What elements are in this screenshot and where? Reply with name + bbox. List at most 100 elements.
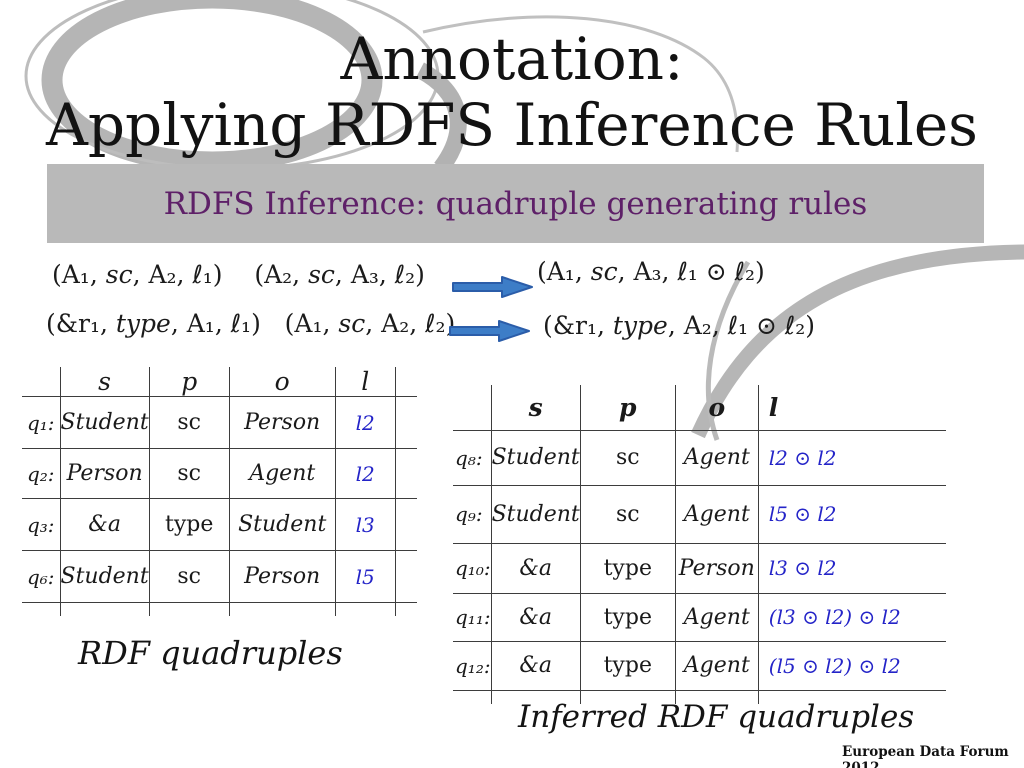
rule-text-segment: type [612,311,668,340]
cell-spacer [394,448,418,499]
cell-predicate: sc [148,396,230,449]
cell-object: Student [228,498,336,551]
rule-text-segment: (&r₁, [543,311,613,340]
rule-text-segment: , A₂, [667,311,728,340]
rule1-conclusion: (A₁, sc, A₃, ℓ₁ ⊙ ℓ₂) [537,254,765,290]
rule-text-segment: (A₁, [52,260,106,289]
cell-q-label: q₆: [22,550,60,603]
column-header-o: o [674,385,759,431]
blue-arrow-icon [452,276,533,298]
cell-subject: Student [490,430,581,486]
cell-predicate: sc [579,485,676,544]
cell-annotation: l2 ⊙ l2 [757,430,947,486]
inferred-rdf-quadruples-table: s p o l q₈: Student sc Agent l2 ⊙ l2 q₉:… [453,385,947,704]
rule-text-segment: , A₃, [334,260,395,289]
cell-object: Agent [674,430,759,486]
cell-spacer [394,396,418,449]
table-row: q₂: Person sc Agent l2 [22,448,418,499]
cell-object: Person [228,550,336,603]
right-table-caption: Inferred RDF quadruples [518,699,915,735]
column-header-p: p [148,367,230,397]
cell-object: Agent [674,485,759,544]
header-spacer-right [394,367,418,397]
cell-q-label: q₁₂: [453,641,492,691]
cell-q-label: q₃: [22,498,60,551]
column-header-l: l [334,367,396,397]
cell-annotation: (l5 ⊙ l2) ⊙ l2 [757,641,947,691]
column-header-l: l [757,385,947,431]
rule1-premises: (A₁, sc, A₂, ℓ₁) (A₂, sc, A₃, ℓ₂) [52,257,425,293]
rule-text-segment: sc [105,260,133,289]
rule2-premises: (&r₁, type, A₁, ℓ₁) (A₁, sc, A₂, ℓ₂) [46,306,455,342]
slide-title: Annotation: Applying RDFS Inference Rule… [0,26,1024,158]
cell-object: Agent [228,448,336,499]
rule-text-segment: ℓ₂) [394,260,425,289]
cell-subject: &a [59,498,150,551]
subtitle-banner: RDFS Inference: quadruple generating rul… [47,164,984,243]
blue-arrow-icon [449,320,530,342]
cell-q-label: q₈: [453,430,492,486]
cell-q-label: q₁₀: [453,543,492,594]
header-spacer [22,367,60,397]
cell-spacer [394,550,418,603]
column-header-s: s [490,385,581,431]
cell-annotation: l2 [334,396,396,449]
cell-annotation: l3 [334,498,396,551]
cell-q-label: q₂: [22,448,60,499]
table-row: q₁₀: &a type Person l3 ⊙ l2 [453,543,947,594]
cell-annotation: l2 [334,448,396,499]
cell-annotation: l5 [334,550,396,603]
cell-predicate: type [579,593,676,642]
rule-text-segment: type [115,309,171,338]
header-spacer [453,385,492,431]
cell-predicate: sc [148,448,230,499]
cell-q-label: q₁₁: [453,593,492,642]
rule-text-segment: (A₂, [222,260,309,289]
rule-text-segment: ℓ₁ ⊙ ℓ₂) [677,257,765,286]
table-row: q₁₂: &a type Agent (l5 ⊙ l2) ⊙ l2 [453,641,947,691]
rule-text-segment: sc [308,260,335,289]
rule-text-segment: (A₁, [537,257,591,286]
cell-annotation: (l3 ⊙ l2) ⊙ l2 [757,593,947,642]
header-row: s p o l [453,385,947,431]
rdf-quadruples-table: s p o l q₁: Student sc Person l2 q₂: Per… [22,367,418,616]
subtitle-text: RDFS Inference: quadruple generating rul… [163,185,868,222]
column-header-s: s [59,367,150,397]
title-line-2: Applying RDFS Inference Rules [46,91,978,159]
header-row: s p o l [22,367,418,397]
cell-predicate: sc [148,550,230,603]
cell-subject: Student [59,396,150,449]
cell-annotation: l5 ⊙ l2 [757,485,947,544]
cell-annotation: l3 ⊙ l2 [757,543,947,594]
table-rule-tails [453,690,947,704]
cell-predicate: type [579,543,676,594]
rule-text-segment: ℓ₁ ⊙ ℓ₂) [727,311,816,340]
cell-q-label: q₉: [453,485,492,544]
table-row: q₁: Student sc Person l2 [22,396,418,449]
cell-object: Person [228,396,336,449]
rule-text-segment: (A₁, [260,309,339,338]
rule-text-segment: , A₂, [365,309,426,338]
column-header-o: o [228,367,336,397]
cell-object: Agent [674,593,759,642]
table-rule-tails [22,602,418,616]
rule-text-segment: ℓ₁) [230,309,261,338]
cell-subject: Student [490,485,581,544]
rule-text-segment: (&r₁, [46,309,116,338]
cell-spacer [394,498,418,551]
cell-predicate: type [148,498,230,551]
table-row: q₈: Student sc Agent l2 ⊙ l2 [453,430,947,486]
cell-subject: &a [490,543,581,594]
cell-subject: Person [59,448,150,499]
rule2-conclusion: (&r₁, type, A₂, ℓ₁ ⊙ ℓ₂) [543,308,815,344]
table-row: q₉: Student sc Agent l5 ⊙ l2 [453,485,947,544]
rule-text-segment: sc [338,309,366,338]
title-line-1: Annotation: [340,25,684,93]
cell-q-label: q₁: [22,396,60,449]
rule-text-segment: , A₂, [132,260,193,289]
rule-text-segment: sc [590,257,618,286]
cell-predicate: sc [579,430,676,486]
cell-subject: &a [490,593,581,642]
footer-credit: European Data Forum 2012 [842,744,1009,768]
